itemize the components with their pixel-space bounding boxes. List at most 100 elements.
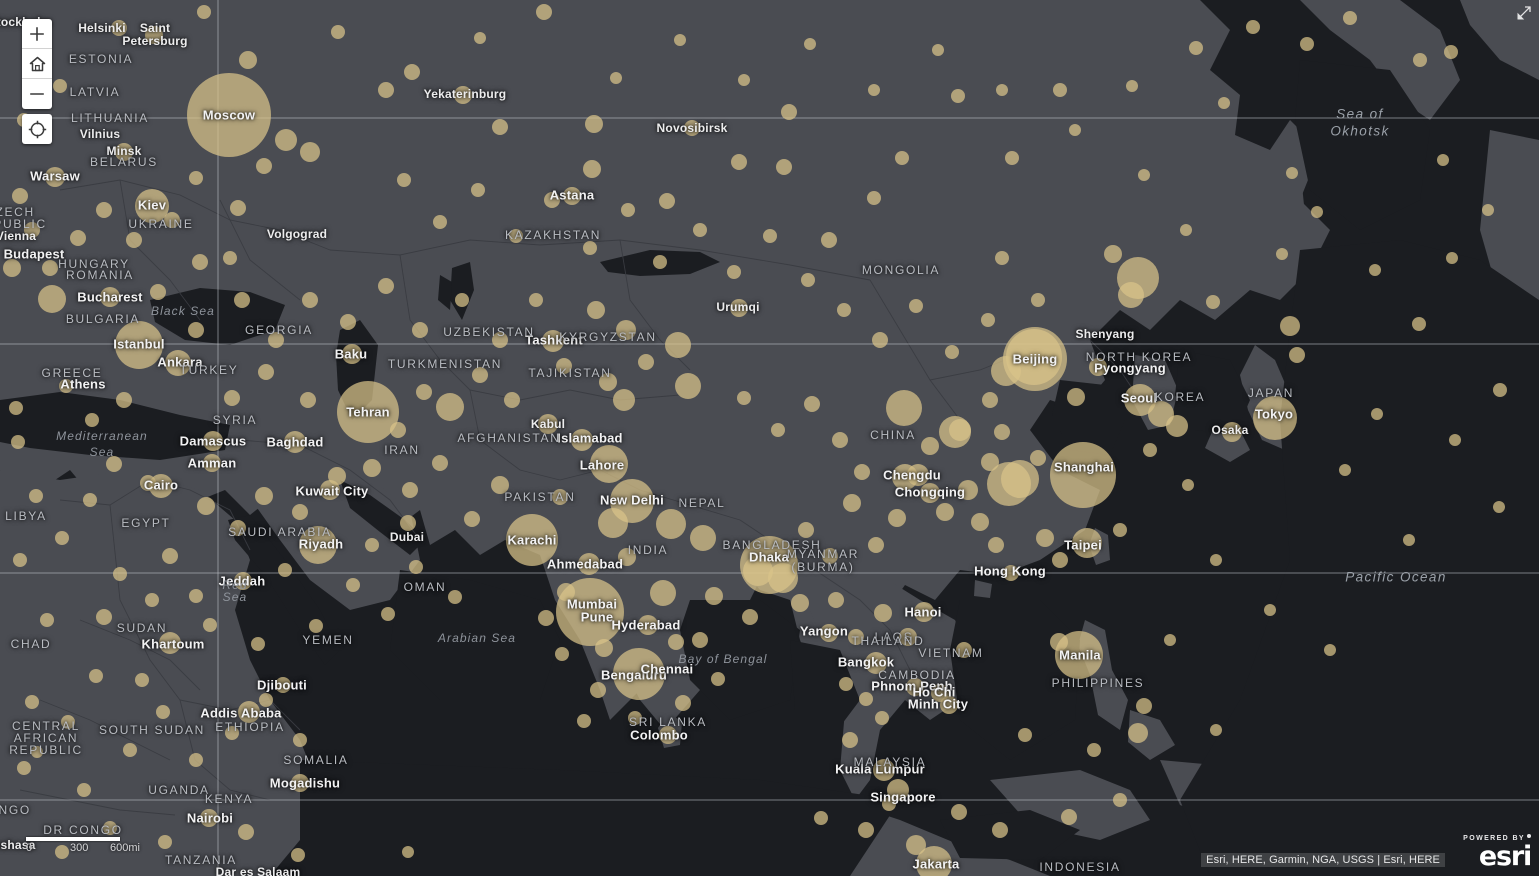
map-marker[interactable] — [164, 212, 180, 228]
map-marker[interactable] — [1164, 634, 1176, 646]
map-marker[interactable] — [914, 602, 934, 622]
map-marker[interactable] — [1343, 11, 1357, 25]
map-marker[interactable] — [843, 494, 861, 512]
map-marker[interactable] — [256, 158, 272, 174]
map-marker[interactable] — [192, 254, 208, 270]
map-marker[interactable] — [409, 560, 423, 574]
map-marker[interactable] — [309, 619, 323, 633]
map-marker[interactable] — [1053, 83, 1067, 97]
map-marker[interactable] — [126, 232, 142, 248]
map-marker[interactable] — [197, 497, 215, 515]
map-marker[interactable] — [291, 848, 305, 862]
map-marker[interactable] — [365, 538, 379, 552]
map-marker[interactable] — [814, 811, 828, 825]
map-marker[interactable] — [610, 72, 622, 84]
map-marker[interactable] — [25, 695, 39, 709]
map-marker[interactable] — [981, 453, 999, 471]
map-marker[interactable] — [945, 345, 959, 359]
map-marker[interactable] — [659, 193, 675, 209]
map-marker[interactable] — [234, 572, 252, 590]
map-marker[interactable] — [363, 459, 381, 477]
locate-button[interactable] — [22, 114, 52, 144]
map-marker[interactable] — [55, 845, 69, 859]
map-marker[interactable] — [158, 835, 172, 849]
map-marker[interactable] — [1036, 529, 1054, 547]
map-marker[interactable] — [711, 672, 725, 686]
map-marker[interactable] — [1166, 415, 1188, 437]
map-marker[interactable] — [1050, 442, 1116, 508]
map-marker[interactable] — [599, 373, 617, 391]
map-marker[interactable] — [416, 384, 432, 400]
map-marker[interactable] — [506, 514, 558, 566]
map-marker[interactable] — [230, 200, 246, 216]
map-marker[interactable] — [55, 531, 69, 545]
map-marker[interactable] — [140, 475, 156, 491]
map-marker[interactable] — [200, 809, 218, 827]
map-marker[interactable] — [187, 73, 271, 157]
map-marker[interactable] — [895, 151, 909, 165]
map-marker[interactable] — [337, 381, 399, 443]
map-marker[interactable] — [1189, 41, 1203, 55]
map-marker[interactable] — [1339, 464, 1351, 476]
map-marker[interactable] — [302, 292, 318, 308]
map-marker[interactable] — [798, 522, 814, 538]
map-marker[interactable] — [400, 515, 416, 531]
map-marker[interactable] — [38, 285, 66, 313]
map-marker[interactable] — [275, 129, 297, 151]
map-marker[interactable] — [1113, 523, 1127, 537]
map-marker[interactable] — [1003, 565, 1019, 581]
map-marker[interactable] — [402, 482, 418, 498]
map-marker[interactable] — [509, 229, 523, 243]
map-marker[interactable] — [906, 678, 924, 696]
map-marker[interactable] — [1289, 347, 1305, 363]
map-marker[interactable] — [1437, 154, 1449, 166]
map-marker[interactable] — [145, 593, 159, 607]
map-marker[interactable] — [921, 437, 939, 455]
map-marker[interactable] — [867, 191, 881, 205]
map-marker[interactable] — [1403, 534, 1415, 546]
map-marker[interactable] — [882, 797, 896, 811]
map-marker[interactable] — [412, 322, 428, 338]
map-marker[interactable] — [397, 173, 411, 187]
map-marker[interactable] — [887, 779, 909, 801]
map-marker[interactable] — [268, 332, 284, 348]
map-marker[interactable] — [583, 160, 601, 178]
map-marker[interactable] — [432, 455, 448, 471]
map-marker[interactable] — [9, 401, 23, 415]
map-marker[interactable] — [585, 115, 603, 133]
map-marker[interactable] — [239, 51, 257, 69]
map-marker[interactable] — [259, 693, 273, 707]
map-marker[interactable] — [1030, 450, 1046, 466]
map-marker[interactable] — [886, 390, 922, 426]
map-marker[interactable] — [342, 344, 362, 364]
map-marker[interactable] — [920, 483, 940, 503]
map-marker[interactable] — [238, 824, 254, 840]
map-marker[interactable] — [1031, 293, 1045, 307]
map-marker[interactable] — [776, 159, 792, 175]
map-marker[interactable] — [284, 431, 306, 453]
map-marker[interactable] — [1113, 793, 1127, 807]
map-marker[interactable] — [1050, 633, 1068, 651]
map-marker[interactable] — [768, 563, 798, 593]
map-marker[interactable] — [234, 292, 250, 308]
zoom-out-button[interactable] — [22, 79, 52, 109]
map-marker[interactable] — [96, 609, 112, 625]
map-marker[interactable] — [1311, 206, 1323, 218]
map-marker[interactable] — [340, 314, 356, 330]
map-marker[interactable] — [995, 251, 1009, 265]
map-marker[interactable] — [145, 26, 163, 44]
map-marker[interactable] — [203, 454, 221, 472]
map-marker[interactable] — [11, 435, 25, 449]
map-marker[interactable] — [781, 104, 797, 120]
map-marker[interactable] — [571, 429, 593, 451]
map-marker[interactable] — [868, 537, 884, 553]
map-marker[interactable] — [555, 647, 569, 661]
map-marker[interactable] — [1138, 169, 1150, 181]
map-marker[interactable] — [293, 733, 307, 747]
map-marker[interactable] — [994, 424, 1010, 440]
map-marker[interactable] — [842, 732, 858, 748]
map-marker[interactable] — [40, 613, 54, 627]
map-marker[interactable] — [771, 423, 785, 437]
map-marker[interactable] — [189, 753, 203, 767]
